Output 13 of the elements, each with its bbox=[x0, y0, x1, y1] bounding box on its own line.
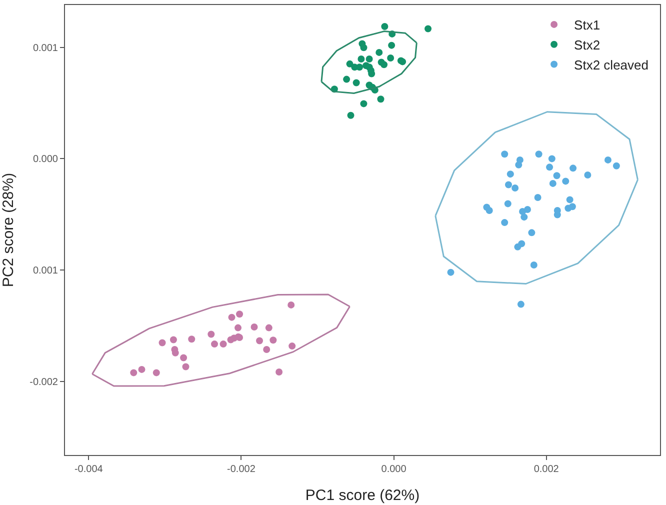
x-axis-title: PC1 score (62%) bbox=[305, 487, 420, 504]
x-tick-label: 0.000 bbox=[381, 464, 407, 475]
y-axis-title: PC2 score (28%) bbox=[0, 172, 17, 288]
y-tick-label: -0.002 bbox=[30, 376, 58, 388]
y-tick-label: 0.000 bbox=[32, 154, 58, 166]
y-tick-label: 0.001 bbox=[32, 42, 58, 54]
x-tick-label: 0.002 bbox=[534, 464, 560, 475]
x-tick-label: -0.004 bbox=[74, 464, 104, 475]
legend-label: Stx1 bbox=[574, 18, 600, 33]
legend-label: Stx2 cleaved bbox=[574, 57, 648, 72]
x-tick-label: -0.002 bbox=[227, 464, 256, 475]
legend-label: Stx2 bbox=[574, 37, 600, 52]
y-tick-label: 0.001 bbox=[32, 266, 58, 277]
